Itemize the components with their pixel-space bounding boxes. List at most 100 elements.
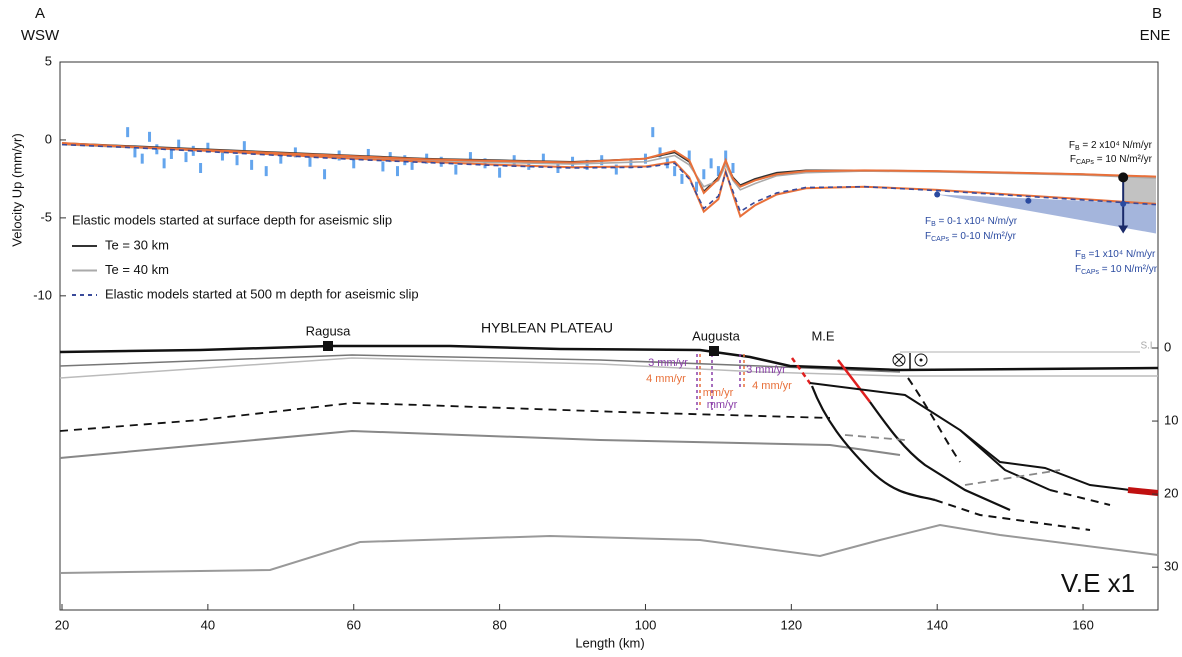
- city-marker: [709, 346, 719, 356]
- corner-letter: A: [35, 5, 45, 22]
- x-tick-label: 160: [1072, 617, 1094, 632]
- fault: [809, 382, 1051, 491]
- gps-point: [702, 169, 706, 180]
- rate-label: 4 mm/yr: [752, 380, 792, 392]
- rate-label: mm/yr: [703, 387, 734, 399]
- sea-level-label: S.L: [1140, 341, 1155, 352]
- annotation-sub: CAPs: [1081, 269, 1099, 276]
- y-axis-label: Velocity Up (mm/yr): [9, 133, 24, 246]
- cross-section: [59, 341, 1159, 574]
- gps-point: [695, 181, 699, 192]
- legend-title: Elastic models started at surface depth …: [72, 212, 392, 227]
- gps-point: [220, 150, 224, 161]
- shade-blue: [937, 194, 1156, 234]
- gps-point: [673, 166, 677, 177]
- fault-red: [837, 359, 871, 403]
- arrow-head: [1118, 225, 1129, 234]
- vertical-exaggeration: V.E x1: [1061, 568, 1135, 598]
- series-line: [61, 142, 1157, 195]
- legend-label: Te = 40 km: [105, 262, 169, 277]
- gps-point: [731, 163, 735, 173]
- model-point: [934, 191, 941, 198]
- force-annotation: FB =1 x10⁴ N/m/yr: [1075, 249, 1156, 261]
- annotation-base: F: [1069, 140, 1075, 151]
- x-tick-label: 60: [346, 617, 360, 632]
- fault-dashed: [907, 377, 961, 463]
- rate-line: [696, 354, 741, 410]
- gps-point: [410, 159, 414, 170]
- gps-point: [658, 147, 662, 158]
- gps-point: [614, 164, 618, 175]
- y-tick-label: 0: [45, 131, 52, 146]
- slab-red: [1127, 487, 1159, 496]
- frame: [59, 61, 1159, 611]
- into-page-symbol: [894, 355, 904, 365]
- layer: [59, 429, 901, 459]
- gps-point: [395, 166, 399, 177]
- x-tick-label: 120: [780, 617, 802, 632]
- into-page-symbol: [892, 353, 906, 367]
- shade-gray: [1123, 177, 1156, 204]
- gps-point: [585, 159, 589, 170]
- gps-point: [709, 158, 713, 169]
- annotation-rest: = 0-10 N/m²/yr: [949, 231, 1017, 242]
- gps-point: [680, 173, 684, 184]
- gps-point: [133, 147, 137, 158]
- fault: [959, 429, 1131, 491]
- x-tick-label: 140: [926, 617, 948, 632]
- legend-label: Elastic models started at 500 m depth fo…: [105, 286, 419, 301]
- force-annotation: FB = 2 x10⁴ N/m/yr: [1069, 140, 1153, 152]
- force-annotation: FCAPs = 0-10 N/m²/yr: [925, 231, 1017, 243]
- annotation-sub: B: [1075, 145, 1080, 152]
- gps-point: [724, 150, 728, 161]
- gps-point: [716, 166, 720, 177]
- fault: [810, 385, 936, 502]
- x-tick-label: 20: [55, 617, 69, 632]
- fault: [869, 401, 1011, 512]
- gps-point: [308, 156, 312, 167]
- gps-point: [206, 142, 210, 153]
- model-point: [1120, 200, 1127, 207]
- x-tick-label: 100: [635, 617, 657, 632]
- gps-point: [381, 161, 385, 172]
- gps-point: [250, 159, 254, 170]
- legend-label: Te = 30 km: [105, 237, 169, 252]
- rate-line: [699, 354, 745, 405]
- layer: [59, 357, 1158, 379]
- y-tick-label: -10: [33, 287, 52, 302]
- fault-dashed: [790, 357, 814, 387]
- y-tick-label: 5: [45, 53, 52, 68]
- annotation-rest: = 10 N/m²/yr: [1099, 264, 1158, 275]
- gps-point: [242, 141, 246, 152]
- rate-label: 4 mm/yr: [646, 373, 686, 385]
- gps-point: [184, 152, 188, 163]
- annotation-base: F: [925, 216, 931, 227]
- corner-direction: ENE: [1140, 27, 1171, 44]
- fault-dashed: [934, 499, 1091, 531]
- gps-point: [468, 152, 472, 163]
- gps-point: [177, 139, 181, 150]
- annotation-sub: CAPs: [931, 236, 949, 243]
- force-annotation: FCAPs = 10 N/m²/yr: [1070, 154, 1153, 166]
- annotation-rest: =1 x10⁴ N/m/yr: [1086, 249, 1156, 260]
- gps-point: [352, 158, 356, 169]
- city-marker: [323, 341, 333, 351]
- rate-label: 3 mm/yr: [746, 364, 786, 376]
- x-tick-label: 80: [492, 617, 506, 632]
- annotation-base: F: [1070, 154, 1076, 165]
- gps-point: [498, 167, 502, 178]
- x-tick-label: 40: [201, 617, 215, 632]
- out-page-symbol: [919, 358, 923, 362]
- annotation-rest: = 0-1 x10⁴ N/m/yr: [936, 216, 1018, 227]
- y2-tick-label: 0: [1164, 339, 1171, 354]
- gps-point: [169, 148, 173, 159]
- fault-label: M.E: [811, 328, 834, 343]
- gps-point: [651, 127, 655, 138]
- series-line: [61, 143, 1157, 213]
- gps-point: [126, 127, 130, 138]
- series-line: [61, 142, 1157, 218]
- fault-dashed: [844, 434, 1061, 486]
- place-label: Augusta: [692, 328, 740, 343]
- out-page-symbol: [914, 353, 928, 367]
